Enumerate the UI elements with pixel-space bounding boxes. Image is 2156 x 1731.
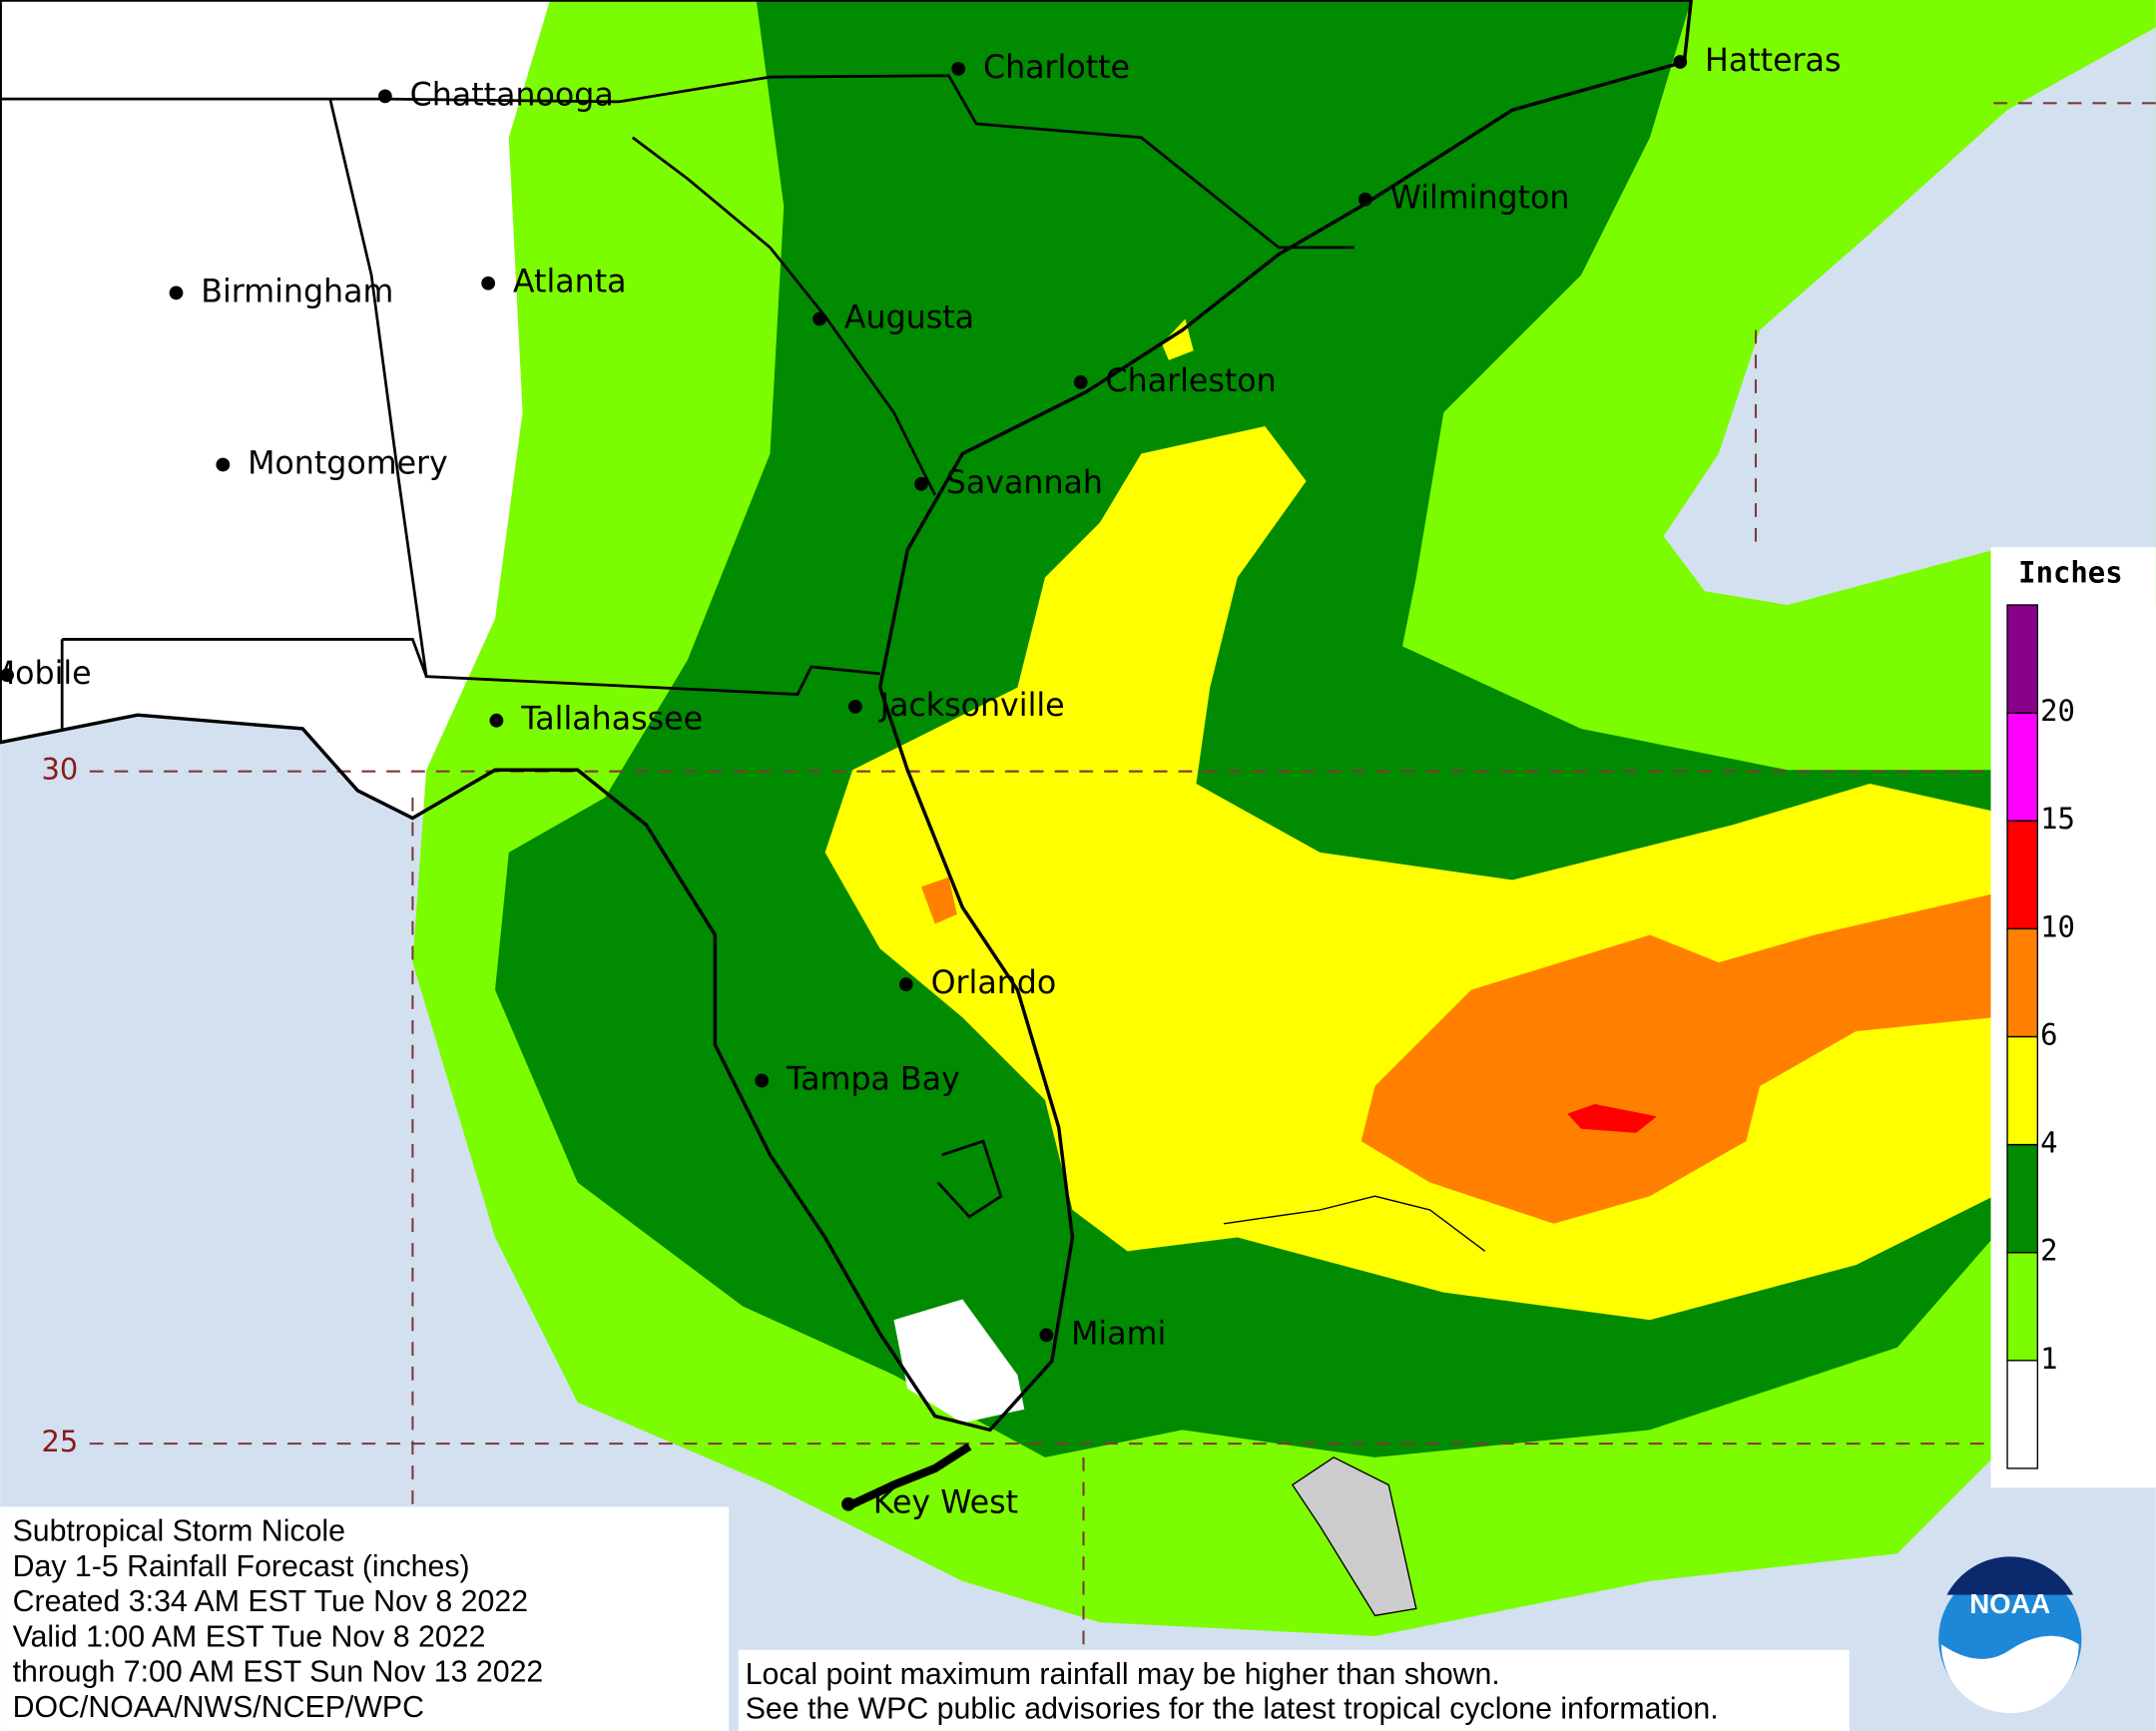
legend-swatch: [2006, 1035, 2039, 1146]
city-label: Charlotte: [983, 50, 1130, 86]
legend-label: 6: [2040, 1017, 2057, 1051]
legend-swatch: [2006, 1143, 2039, 1254]
city-label: Montgomery: [248, 446, 448, 482]
legend-swatch: [2006, 1360, 2039, 1469]
city-dot: [481, 276, 496, 290]
city-dot: [898, 977, 913, 992]
city-dot: [216, 457, 231, 472]
legend-label: 15: [2040, 802, 2075, 836]
city-dot: [1673, 55, 1688, 69]
legend-label: 10: [2040, 909, 2075, 943]
ocean: [1663, 27, 2156, 606]
city-label: Charleston: [1106, 363, 1277, 399]
city-dot: [755, 1073, 770, 1088]
city-label: Jacksonville: [878, 688, 1065, 724]
city-label: Chattanooga: [410, 77, 614, 113]
state-borders: [0, 74, 1486, 1252]
legend-swatch: [2006, 927, 2039, 1038]
city-label: Savannah: [946, 465, 1103, 501]
lake: [936, 1139, 1003, 1219]
city-dot: [951, 61, 966, 76]
disclaimer-line: See the WPC public advisories for the la…: [746, 1692, 1719, 1725]
city-label: Wilmington: [1390, 181, 1570, 217]
info-line: DOC/NOAA/NWS/NCEP/WPC: [13, 1691, 424, 1724]
ocean: [467, 1437, 551, 1513]
border: [328, 98, 880, 696]
city-label: Hatteras: [1705, 43, 1841, 79]
city-dot: [841, 1496, 855, 1511]
info-line: Created 3:34 AM EST Tue Nov 8 2022: [13, 1585, 528, 1618]
city-dot: [169, 286, 184, 300]
island: [1291, 1456, 1417, 1617]
legend-swatch: [2006, 604, 2039, 714]
logo-gull: [1940, 1635, 2079, 1714]
latitude-label: 30: [42, 753, 79, 787]
city-label: Tallahassee: [520, 702, 703, 738]
keys: [850, 1442, 972, 1508]
legend-title: Inches: [2018, 556, 2122, 590]
info-line: Subtropical Storm Nicole: [13, 1515, 345, 1548]
legend-swatch: [2006, 1252, 2039, 1362]
info-line: Valid 1:00 AM EST Tue Nov 8 2022: [13, 1620, 486, 1653]
city-dot: [1073, 374, 1088, 389]
border: [0, 74, 1354, 250]
legend-label: 20: [2040, 694, 2075, 728]
city-label: Orlando: [931, 965, 1057, 1001]
rain-area: [1360, 893, 1994, 1224]
city-dot: [847, 700, 862, 714]
city-dot: [377, 89, 392, 104]
latitude-label: 25: [42, 1425, 79, 1458]
logo-top: [1946, 1556, 2074, 1595]
rain-area: [1567, 1103, 1657, 1133]
border: [62, 638, 428, 678]
legend-label: 4: [2040, 1126, 2057, 1160]
city-dot: [1039, 1328, 1054, 1343]
city-label: Key West: [873, 1485, 1018, 1521]
info-box: [0, 1506, 730, 1731]
noaa-logo: NOAA: [1938, 1556, 2082, 1714]
legend-label: 2: [2040, 1234, 2057, 1268]
disclaimer-line: Local point maximum rainfall may be high…: [746, 1658, 1500, 1691]
city-label: Miami: [1071, 1316, 1166, 1352]
rain-area: [920, 876, 957, 924]
city-label: Birmingham: [201, 274, 393, 309]
city-label: Atlanta: [513, 265, 627, 300]
disclaimer-box: [738, 1649, 1850, 1731]
city-dot: [1357, 192, 1372, 207]
logo-text: NOAA: [1969, 1588, 2050, 1619]
info-line: Day 1-5 Rainfall Forecast (inches): [13, 1550, 470, 1583]
coastline: [0, 0, 1694, 1433]
legend-label: 1: [2040, 1342, 2057, 1376]
city-label: Augusta: [844, 300, 974, 336]
island: [1223, 1195, 1486, 1252]
city-label: Tampa Bay: [786, 1062, 960, 1098]
city-dot: [0, 668, 14, 683]
legend-swatch: [2006, 820, 2039, 930]
info-line: through 7:00 AM EST Sun Nov 13 2022: [13, 1656, 544, 1689]
city-dot: [914, 476, 928, 491]
border: [631, 136, 936, 496]
city-label: Mobile: [0, 656, 92, 692]
city-dot: [812, 311, 826, 326]
legend-swatch: [2006, 712, 2039, 822]
city-dot: [489, 713, 504, 728]
rain-area: [893, 1299, 1025, 1424]
